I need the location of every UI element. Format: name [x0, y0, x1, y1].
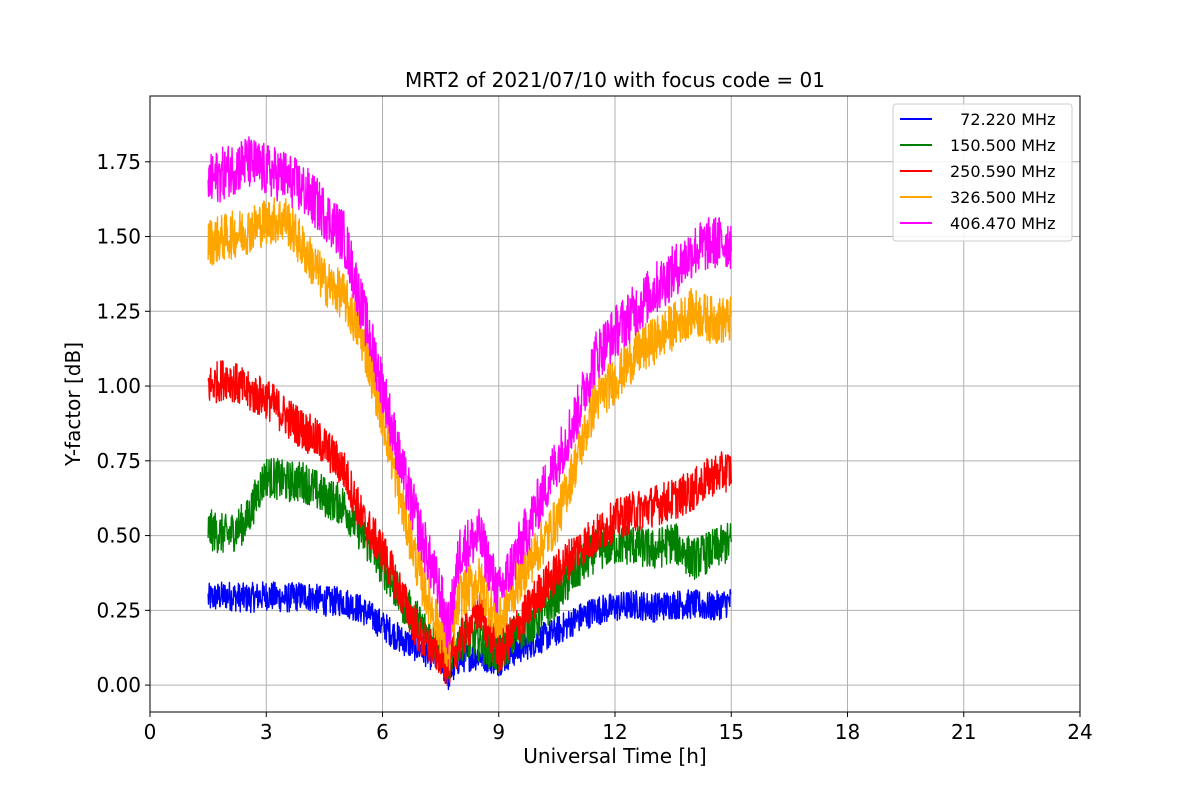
y-axis-label: Y-factor [dB] [61, 342, 85, 467]
chart-title: MRT2 of 2021/07/10 with focus code = 01 [405, 68, 825, 92]
x-tick-label: 0 [144, 720, 157, 744]
x-tick-label: 3 [260, 720, 273, 744]
y-tick-label: 0.25 [96, 598, 141, 622]
y-tick-label: 1.50 [96, 225, 141, 249]
y-tick-label: 0.75 [96, 449, 141, 473]
x-axis-label: Universal Time [h] [523, 744, 706, 768]
series-layer [207, 136, 732, 691]
x-tick-label: 15 [719, 720, 744, 744]
y-axis: 0.00 0.25 0.50 0.75 1.00 1.25 1.50 1.75 [96, 150, 150, 697]
legend-label: 250.590 MHz [950, 162, 1055, 181]
series-line [207, 136, 732, 655]
y-tick-label: 1.00 [96, 374, 141, 398]
legend: 72.220 MHz 150.500 MHz 250.590 MHz 326.500 … [892, 103, 1073, 242]
legend-label: 150.500 MHz [950, 136, 1055, 155]
legend-label: 326.500 MHz [950, 188, 1055, 207]
series-line [207, 197, 732, 671]
legend-box [892, 103, 1073, 242]
legend-items: 72.220 MHz 150.500 MHz 250.590 MHz 326.500 … [900, 110, 1055, 233]
x-tick-label: 24 [1067, 720, 1092, 744]
x-axis: 0 3 6 9 12 15 18 21 24 [144, 712, 1093, 744]
y-tick-label: 0.50 [96, 524, 141, 548]
legend-label: 72.220 MHz [950, 110, 1055, 129]
y-tick-label: 0.00 [96, 673, 141, 697]
x-tick-label: 18 [835, 720, 860, 744]
x-tick-label: 6 [376, 720, 389, 744]
x-tick-label: 12 [602, 720, 627, 744]
y-tick-label: 1.75 [96, 150, 141, 174]
series-line [207, 360, 732, 687]
series-line [207, 581, 732, 691]
x-tick-label: 21 [951, 720, 976, 744]
x-tick-label: 9 [492, 720, 505, 744]
y-tick-label: 1.25 [96, 299, 141, 323]
legend-label: 406.470 MHz [950, 214, 1055, 233]
